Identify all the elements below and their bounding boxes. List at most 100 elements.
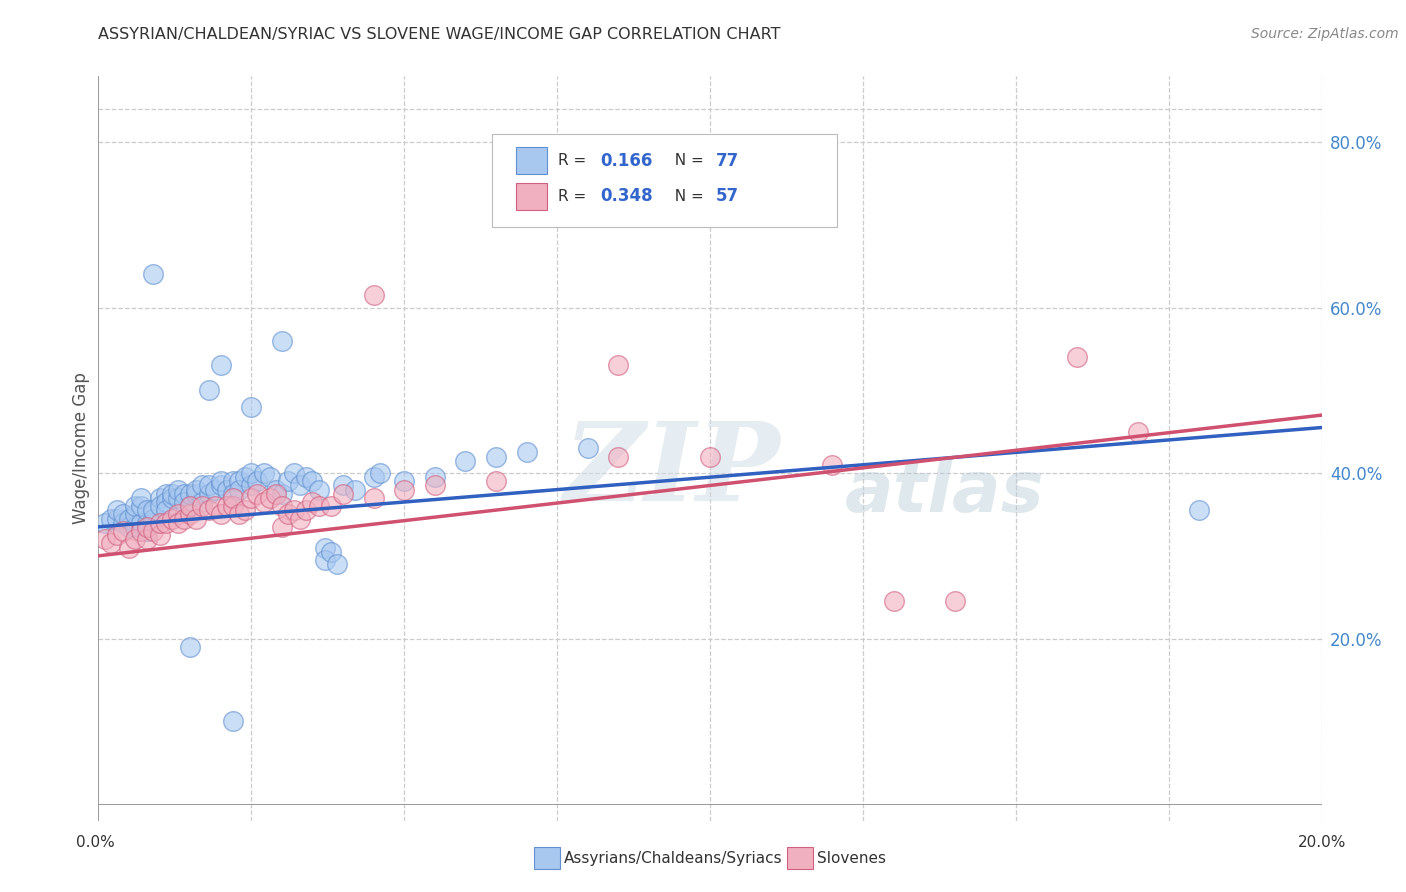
Point [308, 499, 330, 513]
Point [129, 516, 152, 530]
Point [332, 478, 354, 492]
Point [160, 487, 183, 501]
Point [179, 499, 201, 513]
Point [209, 508, 232, 522]
Point [259, 470, 281, 484]
Text: 0.0%: 0.0% [76, 836, 115, 850]
Point [186, 483, 208, 497]
Point [363, 491, 385, 505]
Point [485, 475, 508, 489]
Point [516, 445, 538, 459]
Point [423, 470, 446, 484]
Point [160, 511, 183, 525]
Point [240, 478, 263, 492]
Text: 77: 77 [716, 152, 740, 169]
Text: 20.0%: 20.0% [1298, 836, 1346, 850]
Point [252, 495, 274, 509]
Point [314, 553, 336, 567]
Point [136, 533, 159, 547]
Point [179, 640, 201, 654]
Point [222, 714, 245, 729]
Point [142, 511, 165, 525]
Point [485, 450, 508, 464]
Point [209, 478, 232, 492]
Text: R =: R = [558, 153, 592, 168]
Point [93, 516, 115, 530]
Point [344, 483, 367, 497]
Point [173, 511, 195, 525]
Point [699, 193, 721, 207]
Point [363, 288, 385, 302]
Point [136, 524, 159, 538]
Point [283, 503, 305, 517]
Point [136, 516, 159, 530]
Point [204, 483, 226, 497]
Point [607, 450, 630, 464]
Point [149, 491, 172, 505]
Point [105, 528, 128, 542]
Point [301, 495, 323, 509]
Point [129, 491, 152, 505]
Point [319, 499, 342, 513]
Point [129, 524, 152, 538]
Point [118, 520, 141, 534]
Point [607, 359, 630, 373]
Point [167, 483, 190, 497]
Point [1066, 350, 1088, 364]
Text: N =: N = [665, 153, 709, 168]
Point [167, 491, 190, 505]
Text: Source: ZipAtlas.com: Source: ZipAtlas.com [1251, 27, 1399, 41]
Point [124, 533, 146, 547]
Text: R =: R = [558, 189, 592, 203]
Point [111, 508, 134, 522]
Text: 0.348: 0.348 [600, 187, 652, 205]
Point [283, 466, 305, 480]
Point [105, 511, 128, 525]
Point [93, 533, 115, 547]
Point [149, 528, 172, 542]
Point [142, 268, 165, 282]
Point [1188, 503, 1211, 517]
Point [454, 453, 477, 467]
Point [1128, 425, 1150, 439]
Point [149, 516, 172, 530]
Text: ZIP: ZIP [564, 417, 780, 524]
Point [136, 520, 159, 534]
Point [368, 466, 391, 480]
Point [142, 516, 165, 530]
Point [314, 541, 336, 555]
Point [326, 557, 349, 571]
Point [332, 487, 354, 501]
Point [295, 470, 318, 484]
Text: Slovenes: Slovenes [817, 851, 886, 865]
Point [290, 478, 312, 492]
Point [155, 487, 177, 501]
Point [124, 508, 146, 522]
Point [423, 478, 446, 492]
Point [186, 511, 208, 525]
Point [228, 508, 250, 522]
Point [100, 536, 122, 550]
Point [209, 475, 232, 489]
Text: 0.166: 0.166 [600, 152, 652, 169]
Point [259, 491, 281, 505]
Point [270, 334, 292, 348]
Point [270, 487, 292, 501]
Text: ASSYRIAN/CHALDEAN/SYRIAC VS SLOVENE WAGE/INCOME GAP CORRELATION CHART: ASSYRIAN/CHALDEAN/SYRIAC VS SLOVENE WAGE… [98, 27, 780, 42]
Point [204, 499, 226, 513]
Point [252, 466, 274, 480]
Point [191, 499, 214, 513]
Point [222, 487, 245, 501]
Point [392, 475, 416, 489]
Point [197, 478, 219, 492]
Point [197, 384, 219, 398]
Point [155, 503, 177, 517]
Point [270, 499, 292, 513]
Point [233, 503, 256, 517]
Point [142, 503, 165, 517]
Point [363, 470, 385, 484]
Point [209, 359, 232, 373]
Point [179, 487, 201, 501]
Y-axis label: Wage/Income Gap: Wage/Income Gap [72, 372, 90, 524]
Point [295, 503, 318, 517]
